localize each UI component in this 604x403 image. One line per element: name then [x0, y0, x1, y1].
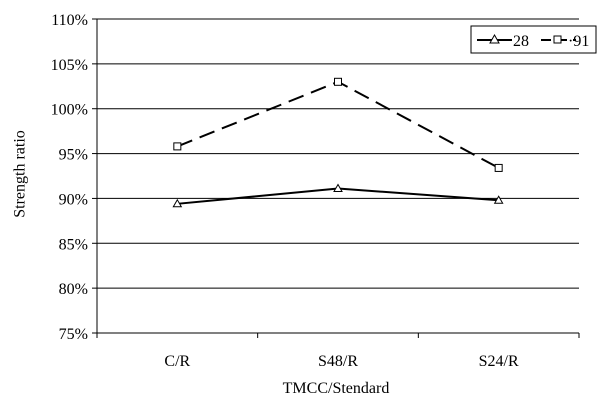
x-axis-title: TMCC/Stendard — [283, 380, 390, 397]
data-point-triangle — [493, 195, 504, 204]
legend-marker-square-icon — [553, 35, 562, 44]
y-tick-label: 75% — [59, 326, 88, 343]
data-point-square — [334, 77, 342, 86]
series — [172, 77, 504, 208]
y-axis-title: Strength ratio — [12, 130, 29, 218]
x-tick-label: S24/R — [479, 353, 519, 370]
y-tick-label: 80% — [59, 281, 88, 298]
data-point-square — [494, 163, 503, 172]
y-tick-label: 95% — [59, 147, 88, 164]
x-tick-label: S48/R — [318, 353, 358, 370]
x-tick-label: C/R — [164, 353, 190, 370]
legend-marker-triangle-icon — [489, 33, 500, 44]
x-tick-labels: C/R S48/R S24/R — [164, 353, 519, 370]
y-tick-label: 105% — [51, 57, 88, 74]
grid-lines — [97, 18, 579, 334]
data-point-triangle — [333, 183, 343, 193]
legend-label-91: ·91 — [568, 33, 589, 50]
data-point-square — [173, 142, 182, 151]
series-line-91 — [176, 80, 500, 169]
y-tick-label: 110% — [51, 12, 88, 29]
legend: 28 ·91 — [470, 25, 597, 54]
y-tick-label: 90% — [59, 191, 88, 208]
y-tick-label: 100% — [51, 102, 88, 119]
data-point-triangle — [172, 198, 183, 208]
y-tick-label: 85% — [59, 236, 88, 253]
legend-label-28: 28 — [513, 33, 529, 50]
axes — [92, 18, 580, 338]
y-tick-labels: 75% 80% 85% 90% 95% 100% 105% 110% — [51, 12, 88, 343]
